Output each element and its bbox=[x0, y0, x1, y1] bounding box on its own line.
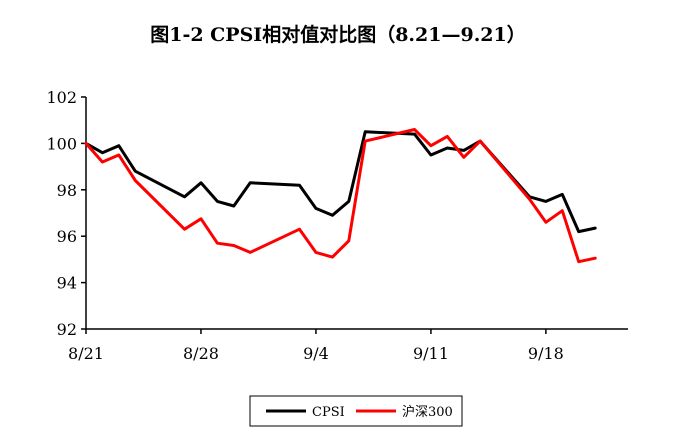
x-tick-label: 9/11 bbox=[413, 344, 449, 363]
axes: 92 94 96 98 100 102 8/21 8/28 9/4 9/11 9/18 bbox=[46, 88, 628, 363]
x-tick-label: 8/21 bbox=[68, 344, 104, 363]
series-lines bbox=[84, 128, 597, 264]
y-tick-label: 94 bbox=[57, 274, 77, 293]
y-tick-label: 102 bbox=[46, 88, 77, 107]
y-tick-label: 96 bbox=[57, 227, 77, 246]
series-line-0 bbox=[84, 130, 597, 234]
legend-label-0: CPSI bbox=[312, 405, 345, 420]
chart-title: 图1-2 CPSI相对值对比图（8.21—9.21） bbox=[150, 23, 526, 46]
legend: CPSI 沪深300 bbox=[249, 395, 463, 427]
x-tick-label: 9/4 bbox=[303, 344, 329, 363]
y-tick-label: 100 bbox=[46, 134, 77, 153]
legend-label-1: 沪深300 bbox=[402, 404, 453, 420]
y-tick-label: 98 bbox=[57, 181, 77, 200]
x-tick-label: 9/18 bbox=[528, 344, 564, 363]
series-line-1 bbox=[84, 128, 597, 264]
y-tick-label: 92 bbox=[57, 320, 77, 339]
x-tick-label: 8/28 bbox=[183, 344, 219, 363]
